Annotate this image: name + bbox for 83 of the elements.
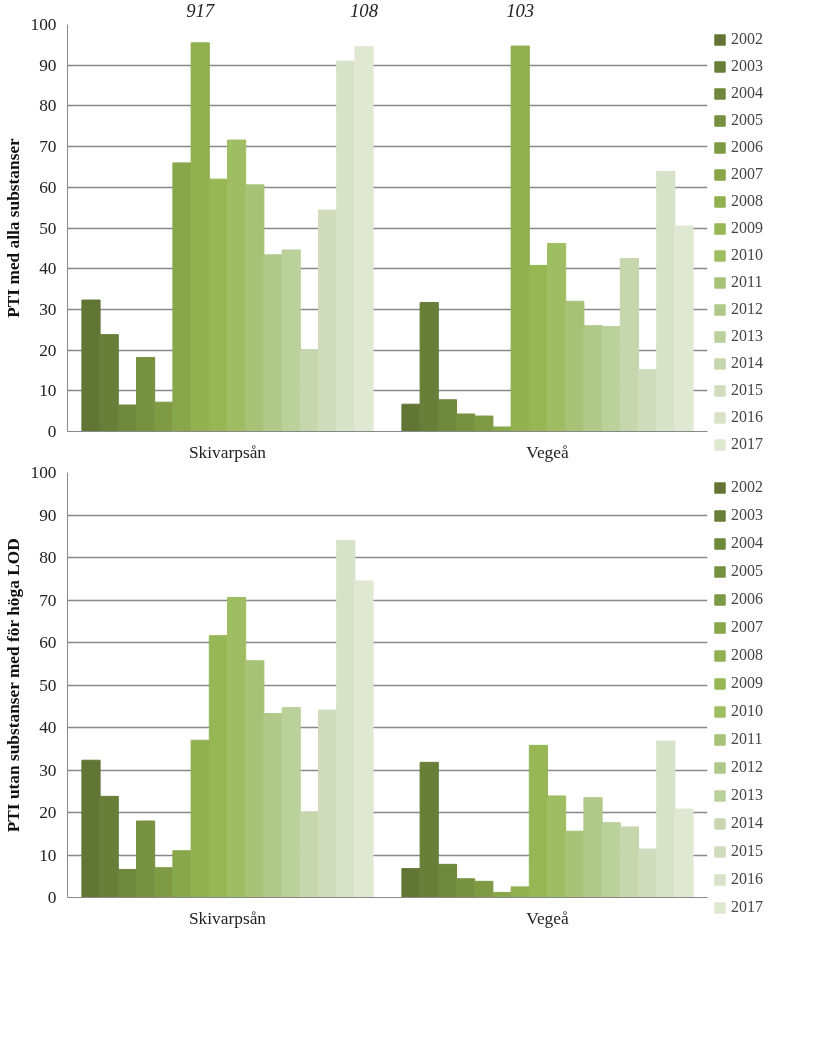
- legend-label: 2011: [731, 273, 763, 291]
- legend-label: 2002: [731, 30, 763, 48]
- bar: [565, 300, 585, 432]
- legend-label: 2003: [731, 506, 763, 524]
- legend-label: 2006: [731, 590, 763, 608]
- bar: [601, 822, 621, 898]
- y-tick-label: 0: [47, 422, 57, 441]
- y-tick-label: 100: [30, 463, 57, 482]
- legend-label: 2015: [731, 381, 763, 399]
- bar: [263, 254, 283, 432]
- bar: [601, 325, 621, 432]
- bar: [547, 795, 567, 898]
- bar: [281, 707, 301, 898]
- legend-label: 2017: [731, 898, 763, 916]
- bar: [583, 797, 603, 898]
- legend-label: 2013: [731, 327, 763, 345]
- y-tick-label: 70: [39, 137, 57, 157]
- legend-label: 2002: [731, 478, 763, 496]
- legend-label: 2011: [731, 730, 763, 748]
- y-tick-label: 0: [47, 888, 57, 907]
- legend-label: 2006: [731, 138, 763, 156]
- bar: [619, 258, 639, 432]
- bar: [281, 249, 301, 432]
- legend-label: 2005: [731, 562, 763, 580]
- legend-label: 2010: [731, 246, 763, 264]
- text: 103: [506, 0, 535, 21]
- legend-label: 2016: [731, 870, 763, 888]
- bar: [547, 242, 567, 432]
- y-tick-label: 30: [39, 299, 57, 319]
- legend-label: 2014: [731, 354, 763, 372]
- legend-label: 2005: [731, 111, 763, 129]
- y-tick-label: 70: [39, 590, 57, 610]
- legend-label: 2008: [731, 192, 763, 210]
- y-axis-title: PTI utan substanser med för höga LOD: [3, 538, 23, 833]
- x-tick-label: Skivarpsån: [189, 908, 267, 928]
- legend-label: 2003: [731, 57, 763, 75]
- x-tick-label: Vegeå: [526, 442, 569, 462]
- y-tick-label: 10: [39, 845, 57, 865]
- y-tick-label: 40: [39, 259, 57, 279]
- legend-label: 2004: [731, 84, 763, 102]
- legend-label: 2014: [731, 814, 763, 832]
- y-tick-label: 50: [39, 218, 57, 238]
- y-tick-label: 20: [39, 803, 57, 822]
- bar: [263, 712, 283, 898]
- legend-label: 2012: [731, 300, 763, 318]
- bar: [619, 826, 639, 898]
- y-tick-label: 20: [39, 340, 57, 360]
- legend-label: 2004: [731, 534, 763, 552]
- bar: [245, 660, 265, 898]
- bar: [227, 139, 247, 432]
- x-tick-label: Skivarpsån: [189, 442, 267, 462]
- y-tick-label: 40: [39, 718, 57, 737]
- legend-label: 2010: [731, 702, 763, 720]
- legend-label: 2008: [731, 646, 763, 664]
- legend-label: 2009: [731, 219, 763, 237]
- legend-label: 2009: [731, 674, 763, 692]
- legend-label: 2007: [731, 165, 763, 183]
- y-tick-label: 60: [39, 177, 57, 197]
- x-tick-label: Vegeå: [526, 908, 569, 928]
- y-tick-label: 100: [30, 15, 57, 34]
- legend-label: 2016: [731, 408, 763, 426]
- text: 108: [350, 0, 379, 21]
- y-tick-label: 90: [39, 55, 57, 75]
- y-tick-label: 30: [39, 760, 57, 780]
- legend-label: 2012: [731, 758, 763, 776]
- y-tick-label: 50: [39, 675, 57, 695]
- legend-label: 2017: [731, 435, 763, 453]
- bar: [299, 349, 319, 432]
- bar: [299, 811, 319, 898]
- y-tick-label: 10: [39, 381, 57, 401]
- y-tick-label: 80: [39, 96, 57, 116]
- legend-label: 2013: [731, 786, 763, 804]
- text: 917: [186, 0, 215, 21]
- legend-label: 2007: [731, 618, 763, 636]
- y-tick-label: 60: [39, 633, 57, 652]
- bar: [565, 830, 585, 898]
- bar: [245, 184, 265, 432]
- y-tick-label: 90: [39, 505, 57, 525]
- bar: [583, 325, 603, 432]
- y-axis-title: PTI med alla substanser: [3, 137, 23, 318]
- y-tick-label: 80: [39, 548, 57, 567]
- legend-label: 2015: [731, 842, 763, 860]
- bar: [227, 596, 247, 898]
